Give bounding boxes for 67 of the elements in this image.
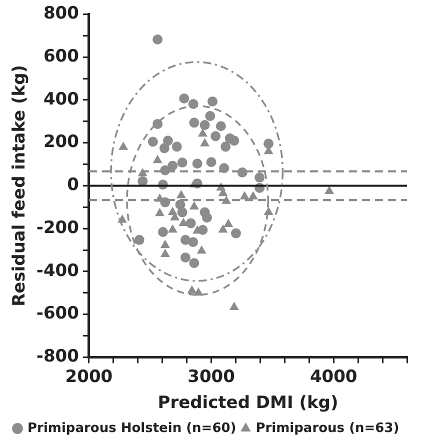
point — [248, 192, 258, 200]
y-tick-label: 800 — [43, 4, 80, 24]
point — [152, 34, 163, 44]
point — [189, 258, 200, 268]
point — [190, 202, 199, 210]
point — [324, 186, 334, 194]
point — [180, 252, 190, 263]
point — [205, 111, 216, 122]
point — [160, 249, 170, 258]
point — [134, 234, 144, 245]
point — [155, 208, 164, 216]
legend-label: Primiparous (n=63) — [256, 420, 400, 436]
point — [186, 218, 196, 228]
point — [218, 224, 228, 233]
point — [177, 158, 188, 168]
y-tick-label: -600 — [36, 304, 80, 324]
point — [202, 212, 212, 223]
point — [179, 93, 190, 104]
point — [230, 228, 241, 238]
point — [197, 246, 206, 254]
point — [224, 219, 233, 228]
point — [177, 207, 188, 218]
point — [192, 158, 202, 169]
point — [198, 128, 208, 137]
point — [160, 240, 170, 248]
point — [220, 142, 231, 152]
point — [172, 142, 182, 152]
y-tick-label: -200 — [36, 218, 80, 238]
point — [168, 207, 178, 216]
y-tick-label: 400 — [43, 89, 80, 110]
point — [264, 138, 274, 149]
point — [118, 142, 128, 150]
point — [264, 207, 273, 216]
y-tick-label: 200 — [43, 132, 80, 152]
point — [188, 286, 196, 294]
point — [176, 190, 186, 198]
y-tick-label: 600 — [43, 46, 80, 66]
point — [153, 155, 162, 164]
point — [254, 172, 265, 183]
point — [229, 136, 240, 146]
point — [189, 118, 200, 128]
point — [148, 136, 158, 147]
point — [168, 224, 178, 233]
point — [178, 218, 188, 226]
legend-label: Primiparous Holstein (n=60) — [28, 420, 236, 436]
point — [162, 136, 173, 146]
point — [210, 131, 221, 142]
point — [206, 157, 216, 168]
point — [168, 160, 178, 171]
point — [216, 121, 226, 132]
point — [198, 224, 208, 235]
x-tick-label: 4000 — [310, 366, 358, 387]
point — [159, 143, 170, 154]
x-axis-title: Predicted DMI (kg) — [158, 393, 338, 414]
x-tick-label: 3000 — [188, 366, 236, 387]
y-tick-label: -400 — [36, 260, 80, 281]
y-tick-label: 0 — [67, 175, 80, 196]
y-axis-title: Residual feed intake (kg) — [10, 64, 30, 306]
point — [188, 237, 198, 248]
y-tick-label: -800 — [36, 346, 80, 367]
point — [207, 96, 218, 106]
point — [200, 138, 210, 146]
x-tick-label: 2000 — [65, 366, 113, 387]
point — [230, 302, 239, 310]
point — [200, 120, 210, 130]
point — [158, 227, 168, 238]
point — [240, 192, 249, 200]
